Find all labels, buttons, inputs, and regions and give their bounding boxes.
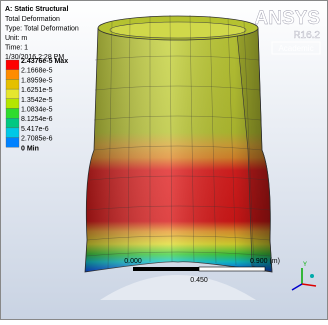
logo-edition: Academic [278, 44, 313, 53]
legend-swatch [6, 128, 19, 138]
model [85, 15, 272, 300]
legend-label: 1.3542e-5 [21, 97, 53, 104]
legend-label: 1.6251e-5 [21, 87, 53, 94]
legend-swatch [6, 99, 19, 109]
triad-label: Y [303, 262, 307, 268]
header-line: Total Deformation [5, 16, 60, 23]
logo-brand: ANSYS [255, 8, 320, 29]
legend-label: 0 Min [21, 145, 39, 152]
legend-swatch [6, 138, 19, 148]
scale-end: 0.900 (m) [250, 258, 280, 265]
legend-label: 1.8959e-5 [21, 77, 53, 84]
legend-swatch [6, 70, 19, 80]
legend-swatch [6, 89, 19, 99]
legend-swatch [6, 79, 19, 89]
legend-label: 2.7085e-6 [21, 136, 53, 143]
scale-start: 0.000 [124, 258, 142, 265]
legend-label: 1.0834e-5 [21, 107, 53, 114]
header-line: Unit: m [5, 35, 27, 42]
legend-label: 5.417e-6 [21, 126, 49, 133]
legend-label: 8.1254e-6 [21, 116, 53, 123]
scale-bar [133, 267, 265, 271]
legend-swatch [6, 118, 19, 128]
logo-version: R16.2 [293, 30, 320, 41]
legend-swatch [6, 109, 19, 119]
scale-mid: 0.450 [190, 277, 208, 284]
legend-label: 2.4376e-5 Max [21, 58, 68, 65]
viewport: A: Static Structural Total Deformation Typ… [0, 0, 328, 320]
legend-swatch [6, 60, 19, 70]
header-line: Type: Total Deformation [5, 26, 79, 33]
header-line: Time: 1 [5, 45, 28, 52]
header-title: A: Static Structural [5, 6, 68, 13]
legend-label: 2.1668e-5 [21, 68, 53, 75]
